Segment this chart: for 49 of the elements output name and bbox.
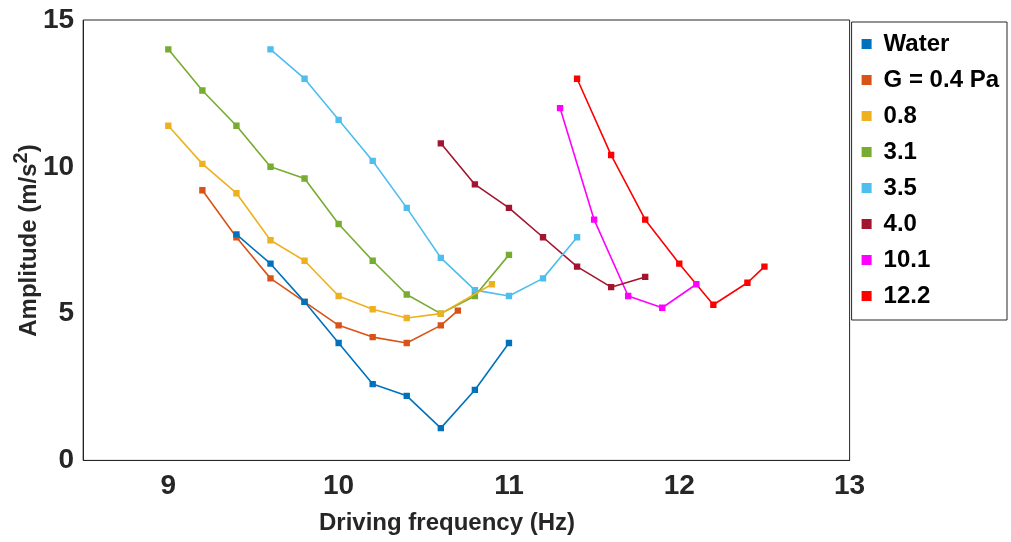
point: [233, 190, 240, 197]
point: [335, 322, 342, 329]
point: [335, 292, 342, 300]
point: [335, 116, 342, 124]
x-tick-label: 9: [160, 468, 177, 500]
point: [199, 160, 206, 168]
point: [335, 339, 342, 347]
point: [301, 75, 308, 82]
legend-label: 3.1: [883, 136, 917, 164]
point: [199, 187, 206, 194]
point: [573, 263, 581, 270]
point: [403, 291, 410, 298]
point: [267, 260, 274, 267]
point: [437, 322, 444, 329]
point: [710, 301, 717, 308]
legend-label: 3.5: [883, 172, 917, 200]
point: [267, 275, 274, 282]
point: [199, 87, 206, 94]
point: [761, 263, 768, 270]
point: [267, 237, 274, 244]
legend-label: 4.0: [883, 208, 917, 236]
y-tick-label: 5: [58, 296, 75, 328]
point: [267, 46, 274, 53]
point: [471, 181, 479, 188]
legend-label: 12.2: [883, 280, 931, 308]
legend-label: G = 0.4 Pa: [883, 64, 1000, 92]
point: [454, 307, 462, 314]
x-tick-label: 12: [663, 468, 695, 500]
point: [233, 122, 240, 129]
legend-label: 0.8: [883, 100, 917, 128]
point: [335, 220, 342, 228]
y-tick-label: 0: [58, 443, 75, 475]
legend-label: Water: [883, 28, 950, 56]
point: [165, 46, 172, 53]
point: [539, 275, 547, 282]
x-tick-label: 11: [494, 468, 524, 500]
point: [659, 304, 666, 311]
legend-label: 10.1: [883, 244, 931, 272]
point: [267, 163, 274, 170]
point: [744, 279, 751, 286]
x-tick-label: 13: [834, 468, 866, 500]
point: [590, 216, 598, 223]
x-tick-label: 10: [323, 468, 355, 500]
y-tick-label: 15: [42, 2, 75, 34]
point: [301, 175, 308, 182]
x-axis-title: Driving frequency (Hz): [318, 508, 576, 536]
y-tick-label: 10: [42, 149, 75, 181]
point: [301, 257, 308, 264]
point: [642, 216, 649, 223]
